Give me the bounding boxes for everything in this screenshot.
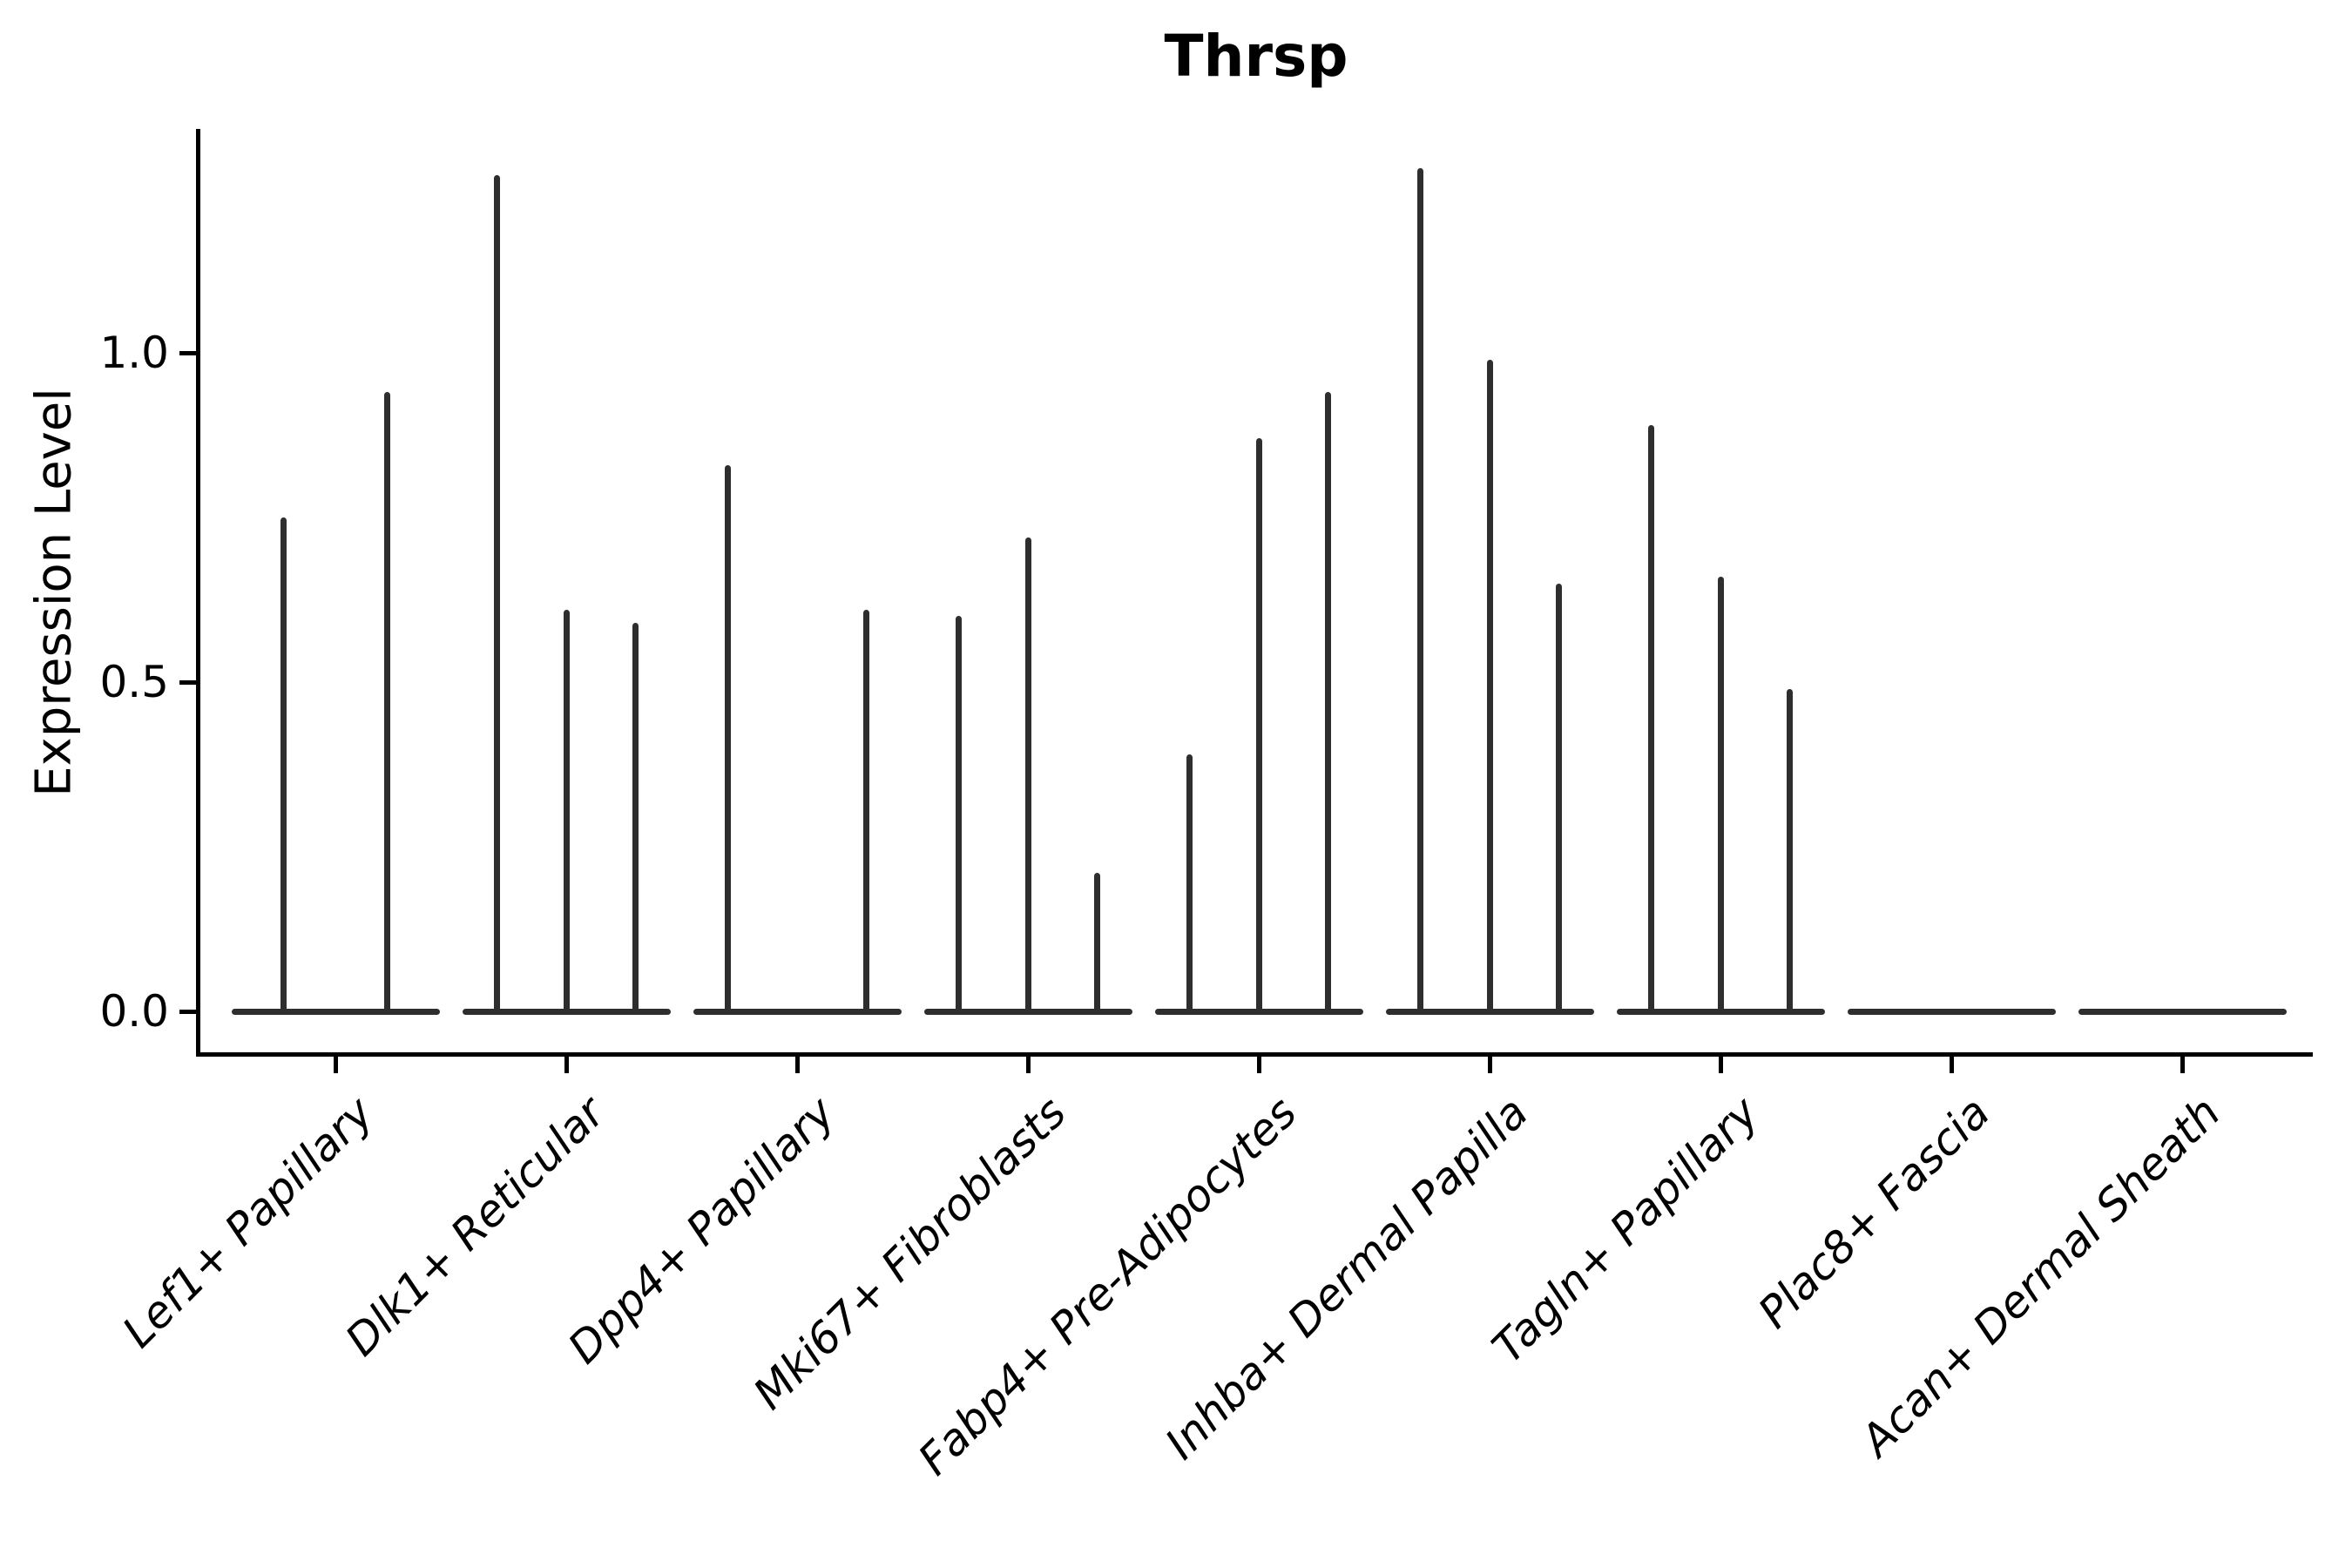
violin-baseline	[923, 1009, 1132, 1015]
y-tick-mark	[179, 1010, 199, 1014]
x-tick-mark	[795, 1054, 800, 1073]
y-axis-spine	[196, 129, 200, 1057]
violin-spike	[1255, 438, 1262, 1011]
x-tick-label: Fabp4+ Pre-Adipocytes	[909, 1087, 1308, 1485]
violin-spike	[1486, 360, 1493, 1011]
x-axis-spine	[196, 1052, 2313, 1057]
violin-baseline	[462, 1009, 671, 1015]
y-axis-label: Expression Level	[25, 388, 83, 797]
violin-spike	[632, 623, 639, 1011]
y-tick-mark	[179, 351, 199, 355]
violin-spike	[384, 392, 391, 1011]
x-tick-mark	[2180, 1054, 2185, 1073]
chart-title: Thrsp	[1164, 23, 1348, 90]
x-tick-mark	[1257, 1054, 1261, 1073]
y-tick-mark	[179, 680, 199, 685]
x-tick-mark	[564, 1054, 569, 1073]
y-tick-label: 0.0	[99, 986, 169, 1037]
violin-spike	[863, 610, 869, 1011]
violin-baseline	[1385, 1009, 1594, 1015]
violin-spike	[1556, 584, 1562, 1011]
y-tick-label: 0.5	[99, 657, 169, 707]
y-tick-label: 1.0	[99, 328, 169, 378]
violin-spike	[1717, 577, 1724, 1011]
violin-spike	[280, 517, 287, 1011]
violin-spike	[494, 175, 500, 1011]
violin-baseline	[1847, 1009, 2056, 1015]
violin-baseline	[1154, 1009, 1363, 1015]
violin-spike	[563, 610, 570, 1011]
violin-spike	[1094, 873, 1100, 1011]
violin-spike	[1648, 425, 1654, 1011]
x-tick-mark	[1950, 1054, 1954, 1073]
violin-spike	[1787, 689, 1793, 1011]
violin-spike	[956, 616, 962, 1011]
violin-spike	[1186, 754, 1193, 1011]
violin-baseline	[1616, 1009, 1825, 1015]
violin-spike	[1325, 392, 1331, 1011]
violin-spike	[1417, 168, 1423, 1011]
violin-spike	[1024, 537, 1031, 1011]
x-tick-label: Lef1+ Papillary	[112, 1087, 384, 1358]
violin-baseline	[2078, 1009, 2287, 1015]
x-tick-mark	[334, 1054, 338, 1073]
x-tick-label: Plac8+ Fascia	[1748, 1087, 2000, 1338]
x-tick-mark	[1719, 1054, 1723, 1073]
x-tick-mark	[1488, 1054, 1492, 1073]
violin-baseline	[693, 1009, 902, 1015]
x-tick-mark	[1026, 1054, 1031, 1073]
violin-spike	[725, 465, 731, 1011]
violin-baseline	[231, 1009, 440, 1015]
